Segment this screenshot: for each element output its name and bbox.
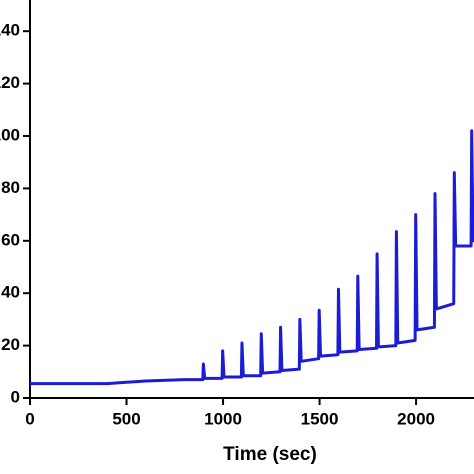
data-line [30, 129, 474, 386]
y-tick-label: 80 [1, 178, 20, 197]
y-tick-label: 140 [0, 21, 20, 40]
x-axis-label: Time (sec) [223, 444, 317, 465]
x-tick-label: 1000 [204, 409, 242, 428]
y-tick-label: 20 [1, 335, 20, 354]
x-tick-label: 1500 [301, 409, 339, 428]
y-tick-label: 120 [0, 73, 20, 92]
y-tick-label: 0 [11, 387, 20, 406]
y-tick-label: 60 [1, 230, 20, 249]
x-tick-label: 2000 [397, 409, 435, 428]
x-tick-label: 0 [25, 409, 34, 428]
x-tick-label: 500 [112, 409, 140, 428]
y-tick-label: 100 [0, 125, 20, 144]
y-tick-label: 40 [1, 283, 20, 302]
